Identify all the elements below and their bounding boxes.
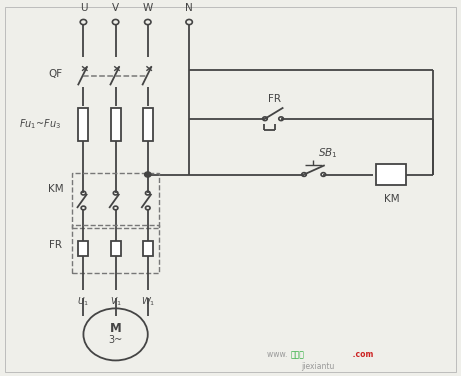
- Bar: [72, 173, 159, 229]
- Text: jiexiantu: jiexiantu: [301, 361, 335, 370]
- Text: KM: KM: [384, 194, 399, 204]
- Text: M: M: [110, 322, 121, 335]
- Text: W: W: [142, 3, 153, 13]
- Text: N: N: [185, 3, 193, 13]
- Text: U: U: [80, 3, 87, 13]
- Text: $Fu_1$~$Fu_3$: $Fu_1$~$Fu_3$: [19, 117, 61, 131]
- Text: QF: QF: [49, 69, 63, 79]
- Text: www.: www.: [267, 350, 290, 359]
- Text: FR: FR: [49, 240, 62, 250]
- Text: 3~: 3~: [108, 335, 123, 345]
- Text: $SB_1$: $SB_1$: [318, 146, 337, 160]
- Bar: [78, 108, 89, 141]
- Text: KM: KM: [48, 184, 64, 194]
- Text: $V_1$: $V_1$: [110, 296, 121, 308]
- Text: $U_1$: $U_1$: [77, 296, 89, 308]
- Text: .com: .com: [350, 350, 373, 359]
- Bar: [377, 164, 406, 185]
- Bar: [78, 241, 89, 256]
- Text: V: V: [112, 3, 119, 13]
- Bar: [143, 108, 153, 141]
- Bar: [143, 241, 153, 256]
- Circle shape: [145, 172, 151, 177]
- Bar: [111, 108, 121, 141]
- Bar: [111, 241, 121, 256]
- Bar: [72, 225, 159, 273]
- Text: $W_1$: $W_1$: [141, 296, 155, 308]
- Text: 接线图: 接线图: [290, 350, 304, 359]
- Text: FR: FR: [268, 94, 281, 104]
